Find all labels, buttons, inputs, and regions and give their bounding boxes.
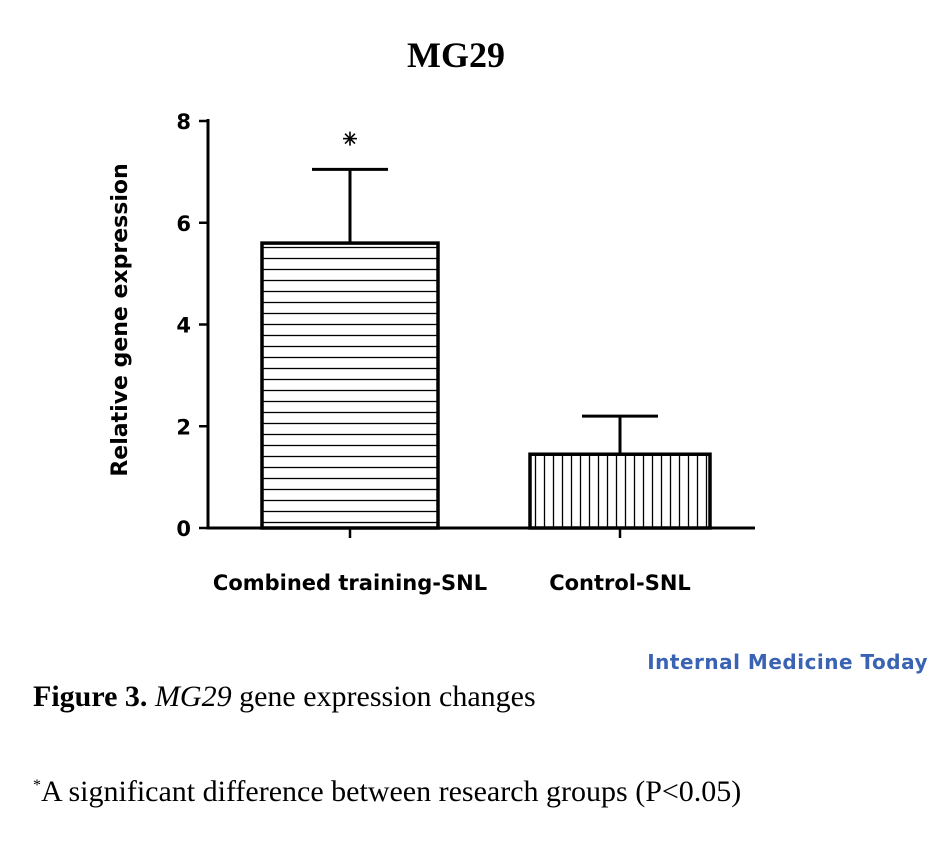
- bars: Combined training-SNL Control-SNL: [213, 131, 712, 595]
- footnote: *A significant difference between resear…: [33, 775, 741, 809]
- y-tick-label: 0: [176, 517, 191, 541]
- bar: [260, 241, 440, 530]
- watermark: Internal Medicine Today: [647, 650, 928, 674]
- figure-caption: Figure 3. MG29 gene expression changes: [33, 680, 536, 714]
- y-tick-label: 6: [176, 212, 191, 236]
- asterisk-stroke: [344, 133, 356, 145]
- significance-marker: [343, 131, 357, 146]
- footnote-text: A significant difference between researc…: [41, 775, 742, 808]
- chart: MG29 Relative gene expression 0 2 4 6 8 Comb…: [108, 35, 755, 595]
- y-tick-label: 2: [176, 415, 191, 439]
- caption-label: Figure 3.: [33, 680, 148, 713]
- bar: [528, 452, 712, 530]
- chart-title: MG29: [407, 35, 505, 75]
- y-axis-label: Relative gene expression: [108, 163, 133, 476]
- footnote-marker: *: [33, 777, 41, 794]
- y-tick-label: 8: [176, 110, 191, 134]
- caption-text: gene expression changes: [231, 680, 536, 713]
- x-tick-label: Control-SNL: [549, 571, 691, 595]
- y-tick-label: 4: [176, 314, 191, 338]
- x-tick-label: Combined training-SNL: [213, 571, 487, 595]
- caption-gene: MG29: [154, 680, 232, 713]
